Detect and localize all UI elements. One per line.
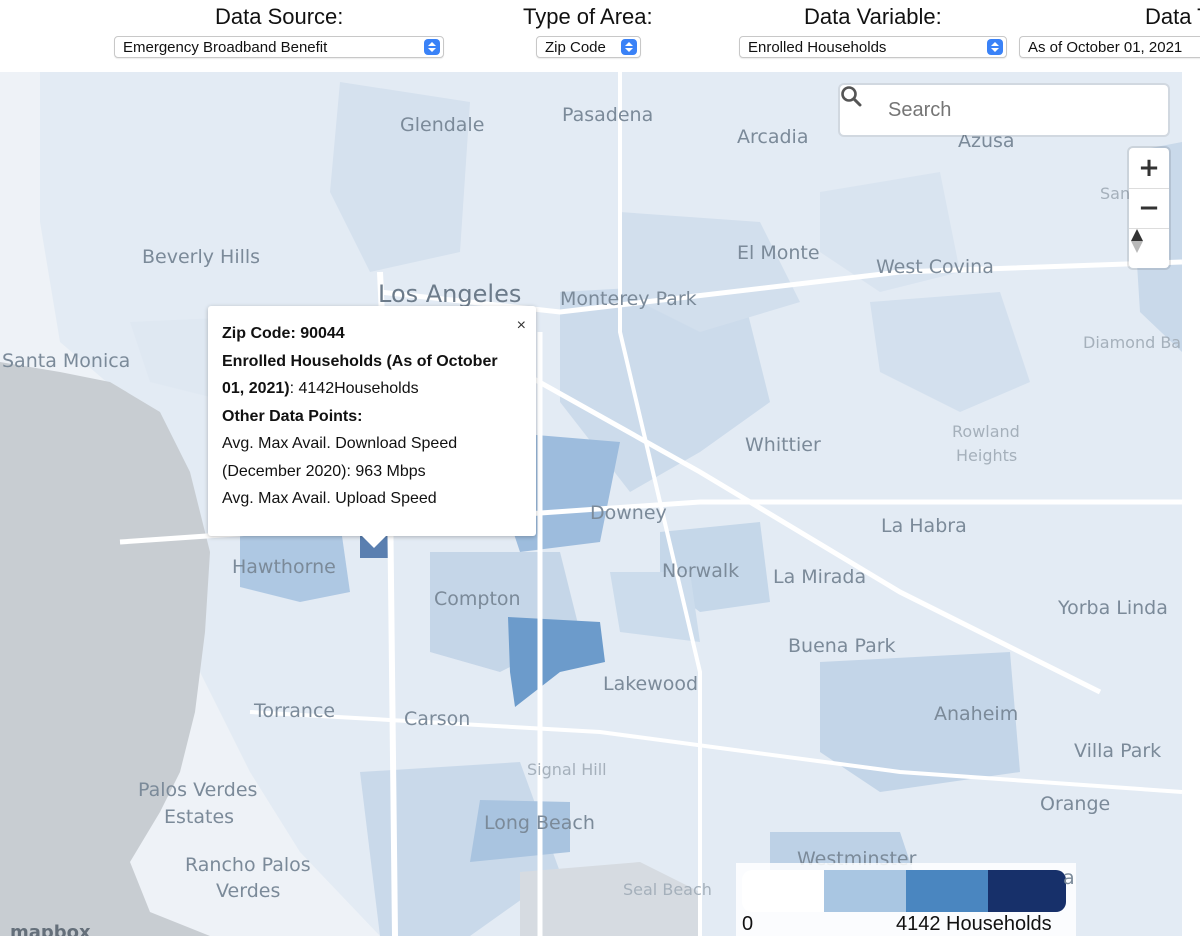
data-variable-value: Enrolled Households [748,39,887,56]
place-downey: Downey [590,502,667,524]
place-carson: Carson [404,708,471,730]
type-of-area-value: Zip Code [545,39,606,56]
popup-close-button[interactable]: × [516,317,526,334]
popup-download-line2: (December 2020): 963 Mbps [222,462,426,480]
region-long-beach [470,800,570,862]
place-beverly-hills: Beverly Hills [142,246,261,268]
place-signal-hill: Signal Hill [527,760,607,779]
place-monterey-park: Monterey Park [560,288,697,310]
place-lakewood: Lakewood [603,673,699,695]
legend-swatch-2 [906,870,988,912]
place-los-angeles: Los Angeles [378,280,522,308]
popup-tip [362,536,386,548]
place-whittier: Whittier [745,434,821,456]
legend-swatch-1 [824,870,906,912]
data-source-label: Data Source: [215,4,344,29]
zoom-in-button[interactable]: + [1129,148,1169,189]
data-source-select[interactable]: Emergency Broadband Benefit [114,36,444,58]
popup-zip: Zip Code: 90044 [222,325,345,342]
place-anaheim: Anaheim [934,703,1019,725]
place-rancho-1: Rancho Palos [185,854,311,876]
search-box[interactable] [840,85,1168,135]
region-anaheim [820,652,1020,792]
mapbox-logo[interactable]: mapbox [10,922,91,936]
place-yorba-linda: Yorba Linda [1058,597,1168,619]
popup-enrolled-value: : 4142Households [289,380,419,397]
search-input[interactable] [886,95,1160,125]
freeway-605 [618,72,702,936]
place-azusa: Azusa [958,130,1015,152]
compass-button[interactable] [1129,228,1169,268]
ocean [0,362,210,936]
place-seal-beach: Seal Beach [623,880,712,899]
freeway-5 [448,329,1102,695]
place-palos-verdes-1: Palos Verdes [138,779,258,801]
harbor-water [520,862,700,936]
region-hawthorne [240,522,350,602]
place-west-covina: West Covina [876,256,994,278]
select-arrows-icon [424,39,440,55]
data-time-label: Data T [1145,4,1200,29]
region-cerritos [610,572,700,642]
region-glendale [330,82,470,272]
place-santa-monica: Santa Monica [2,350,131,372]
legend-swatch-3 [988,870,1066,912]
select-arrows-icon [621,39,637,55]
map-legend: 0 4142 Households [736,863,1076,936]
data-variable-select[interactable]: Enrolled Households [739,36,1007,58]
place-glendale: Glendale [400,114,485,136]
place-torrance: Torrance [254,700,336,722]
data-variable-label: Data Variable: [804,4,942,29]
popup-other-label: Other Data Points: [222,407,363,425]
data-time-select[interactable]: As of October 01, 2021 [1019,36,1200,58]
place-la-habra: La Habra [881,515,967,537]
compass-icon [1131,229,1143,253]
popup-download-line1: Avg. Max Avail. Download Speed [222,435,458,452]
popup-enrolled-label: Enrolled Households (As of October 01, 2… [222,352,498,398]
place-compton: Compton [434,588,521,610]
place-rowland-2: Heights [956,446,1018,465]
type-of-area-label: Type of Area: [523,4,653,29]
controls-bar: Data Source: Emergency Broadband Benefit… [0,0,1200,72]
region-baldwin [820,172,960,292]
place-hawthorne: Hawthorne [232,556,336,578]
place-partial-a: a [1063,867,1075,889]
popup-upload-line: Avg. Max Avail. Upload Speed [222,490,437,507]
place-arcadia: Arcadia [737,126,809,148]
place-orange: Orange [1040,793,1111,815]
map-canvas[interactable]: Glendale Pasadena Arcadia Azusa San Beve… [0,72,1182,936]
place-san-dimas: San [1100,184,1131,203]
place-la-mirada: La Mirada [773,566,867,588]
map-graphics [0,72,1182,936]
place-palos-verdes-2: Estates [164,806,235,828]
freeway-10 [379,259,1182,315]
legend-max: 4142 Households [896,913,1052,935]
place-diamond-bar: Diamond Ba [1083,333,1182,352]
select-arrows-icon [987,39,1003,55]
freeway-405 [249,710,1182,794]
place-villa-park: Villa Park [1074,740,1162,762]
place-long-beach: Long Beach [484,812,595,834]
place-norwalk: Norwalk [662,560,740,582]
type-of-area-select[interactable]: Zip Code [536,36,641,58]
region-west-covina [870,292,1030,412]
place-buena-park: Buena Park [788,635,896,657]
search-icon [841,86,862,107]
data-source-value: Emergency Broadband Benefit [123,39,328,56]
zoom-out-button[interactable]: − [1129,188,1169,229]
data-time-value: As of October 01, 2021 [1028,39,1183,56]
map-popup: × Zip Code: 90044 Enrolled Households (A… [208,306,536,536]
place-rowland-1: Rowland [952,422,1020,441]
legend-min: 0 [742,913,754,935]
place-rancho-2: Verdes [216,880,281,902]
region-paramount [508,617,605,707]
region-monterey [560,282,770,492]
place-pasadena: Pasadena [562,104,654,126]
legend-swatch-0 [742,870,824,912]
place-el-monte: El Monte [737,242,820,264]
map-navigation-control: + − [1129,148,1169,268]
